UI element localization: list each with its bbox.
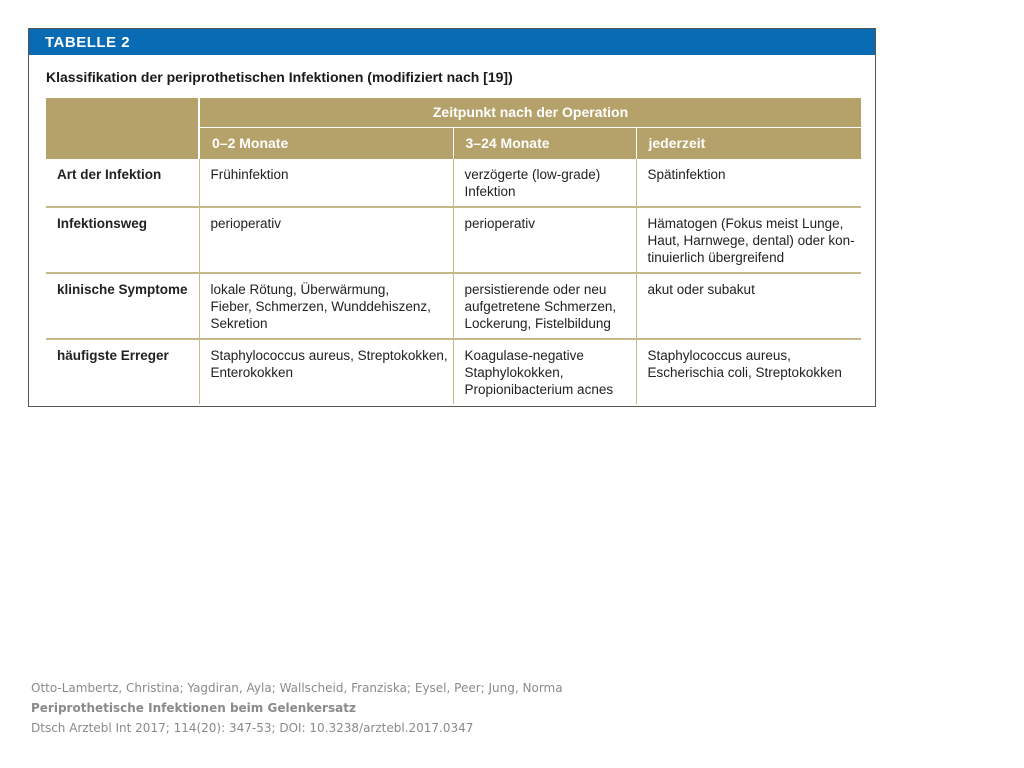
table-cell: lokale Rötung, Überwärmung, Fieber, Schme…: [198, 273, 453, 340]
citation: Otto-Lambertz, Christina; Yagdiran, Ayla…: [31, 678, 563, 738]
table-row: klinische Symptome lokale Rötung, Überwä…: [46, 273, 862, 340]
table-cell: Koagulase-negative Staphylokokken, Propion…: [452, 339, 636, 404]
header-row-group: Zeitpunkt nach der Operation: [46, 98, 862, 159]
table-label: TABELLE 2: [29, 29, 875, 55]
row-label: häufigste Erreger: [57, 348, 169, 363]
citation-authors: Otto-Lambertz, Christina; Yagdiran, Ayla…: [31, 681, 563, 695]
group-header: Zeitpunkt nach der Operation: [199, 98, 862, 128]
classification-table: Zeitpunkt nach der Operation 0–2 Monate …: [46, 98, 862, 404]
table-cell: persistierende oder neu aufgetretene Schm…: [452, 273, 636, 340]
header-row-columns: 0–2 Monate 3–24 Monate jederzeit: [46, 127, 862, 159]
citation-title: Periprothetische Infektionen beim Gelenk…: [31, 701, 356, 715]
table-cell: perioperativ: [452, 207, 636, 274]
table-title: Klassifikation der periprothetischen Inf…: [46, 69, 513, 85]
table-row: häufigste Erreger Staphylococcus aureus,…: [46, 339, 862, 404]
table-cell: Frühinfektion: [198, 159, 453, 208]
column-header: jederzeit: [635, 127, 862, 159]
table-cell: akut oder subakut: [635, 273, 862, 340]
table-row: Art der Infektion Frühinfektion verzöger…: [46, 159, 862, 208]
row-label: klinische Symptome: [46, 273, 199, 340]
table-cell: Staphylococcus aureus, Escherischia coli,…: [635, 339, 862, 404]
citation-source: Dtsch Arztebl Int 2017; 114(20): 347-53;…: [31, 721, 474, 735]
table-figure: TABELLE 2 Klassifikation der periprothet…: [28, 28, 876, 407]
header-corner: [46, 98, 200, 159]
column-header: 0–2 Monate: [199, 127, 453, 159]
row-label: Infektionsweg: [46, 207, 199, 274]
column-header: 3–24 Monate: [452, 127, 636, 159]
table-row: Infektionsweg perioperativ perioperativ …: [46, 207, 862, 274]
table-cell: verzögerte (low-grade) Infektion: [452, 159, 636, 208]
table-cell: Hämatogen (Fokus meist Lunge, Haut, Harnw…: [635, 207, 862, 274]
row-label: Art der Infektion: [46, 159, 199, 208]
table-cell: perioperativ: [198, 207, 453, 274]
table-cell: Staphylococcus aureus, Streptokokken, Ent…: [198, 339, 453, 404]
table-cell: Spätinfektion: [635, 159, 862, 208]
